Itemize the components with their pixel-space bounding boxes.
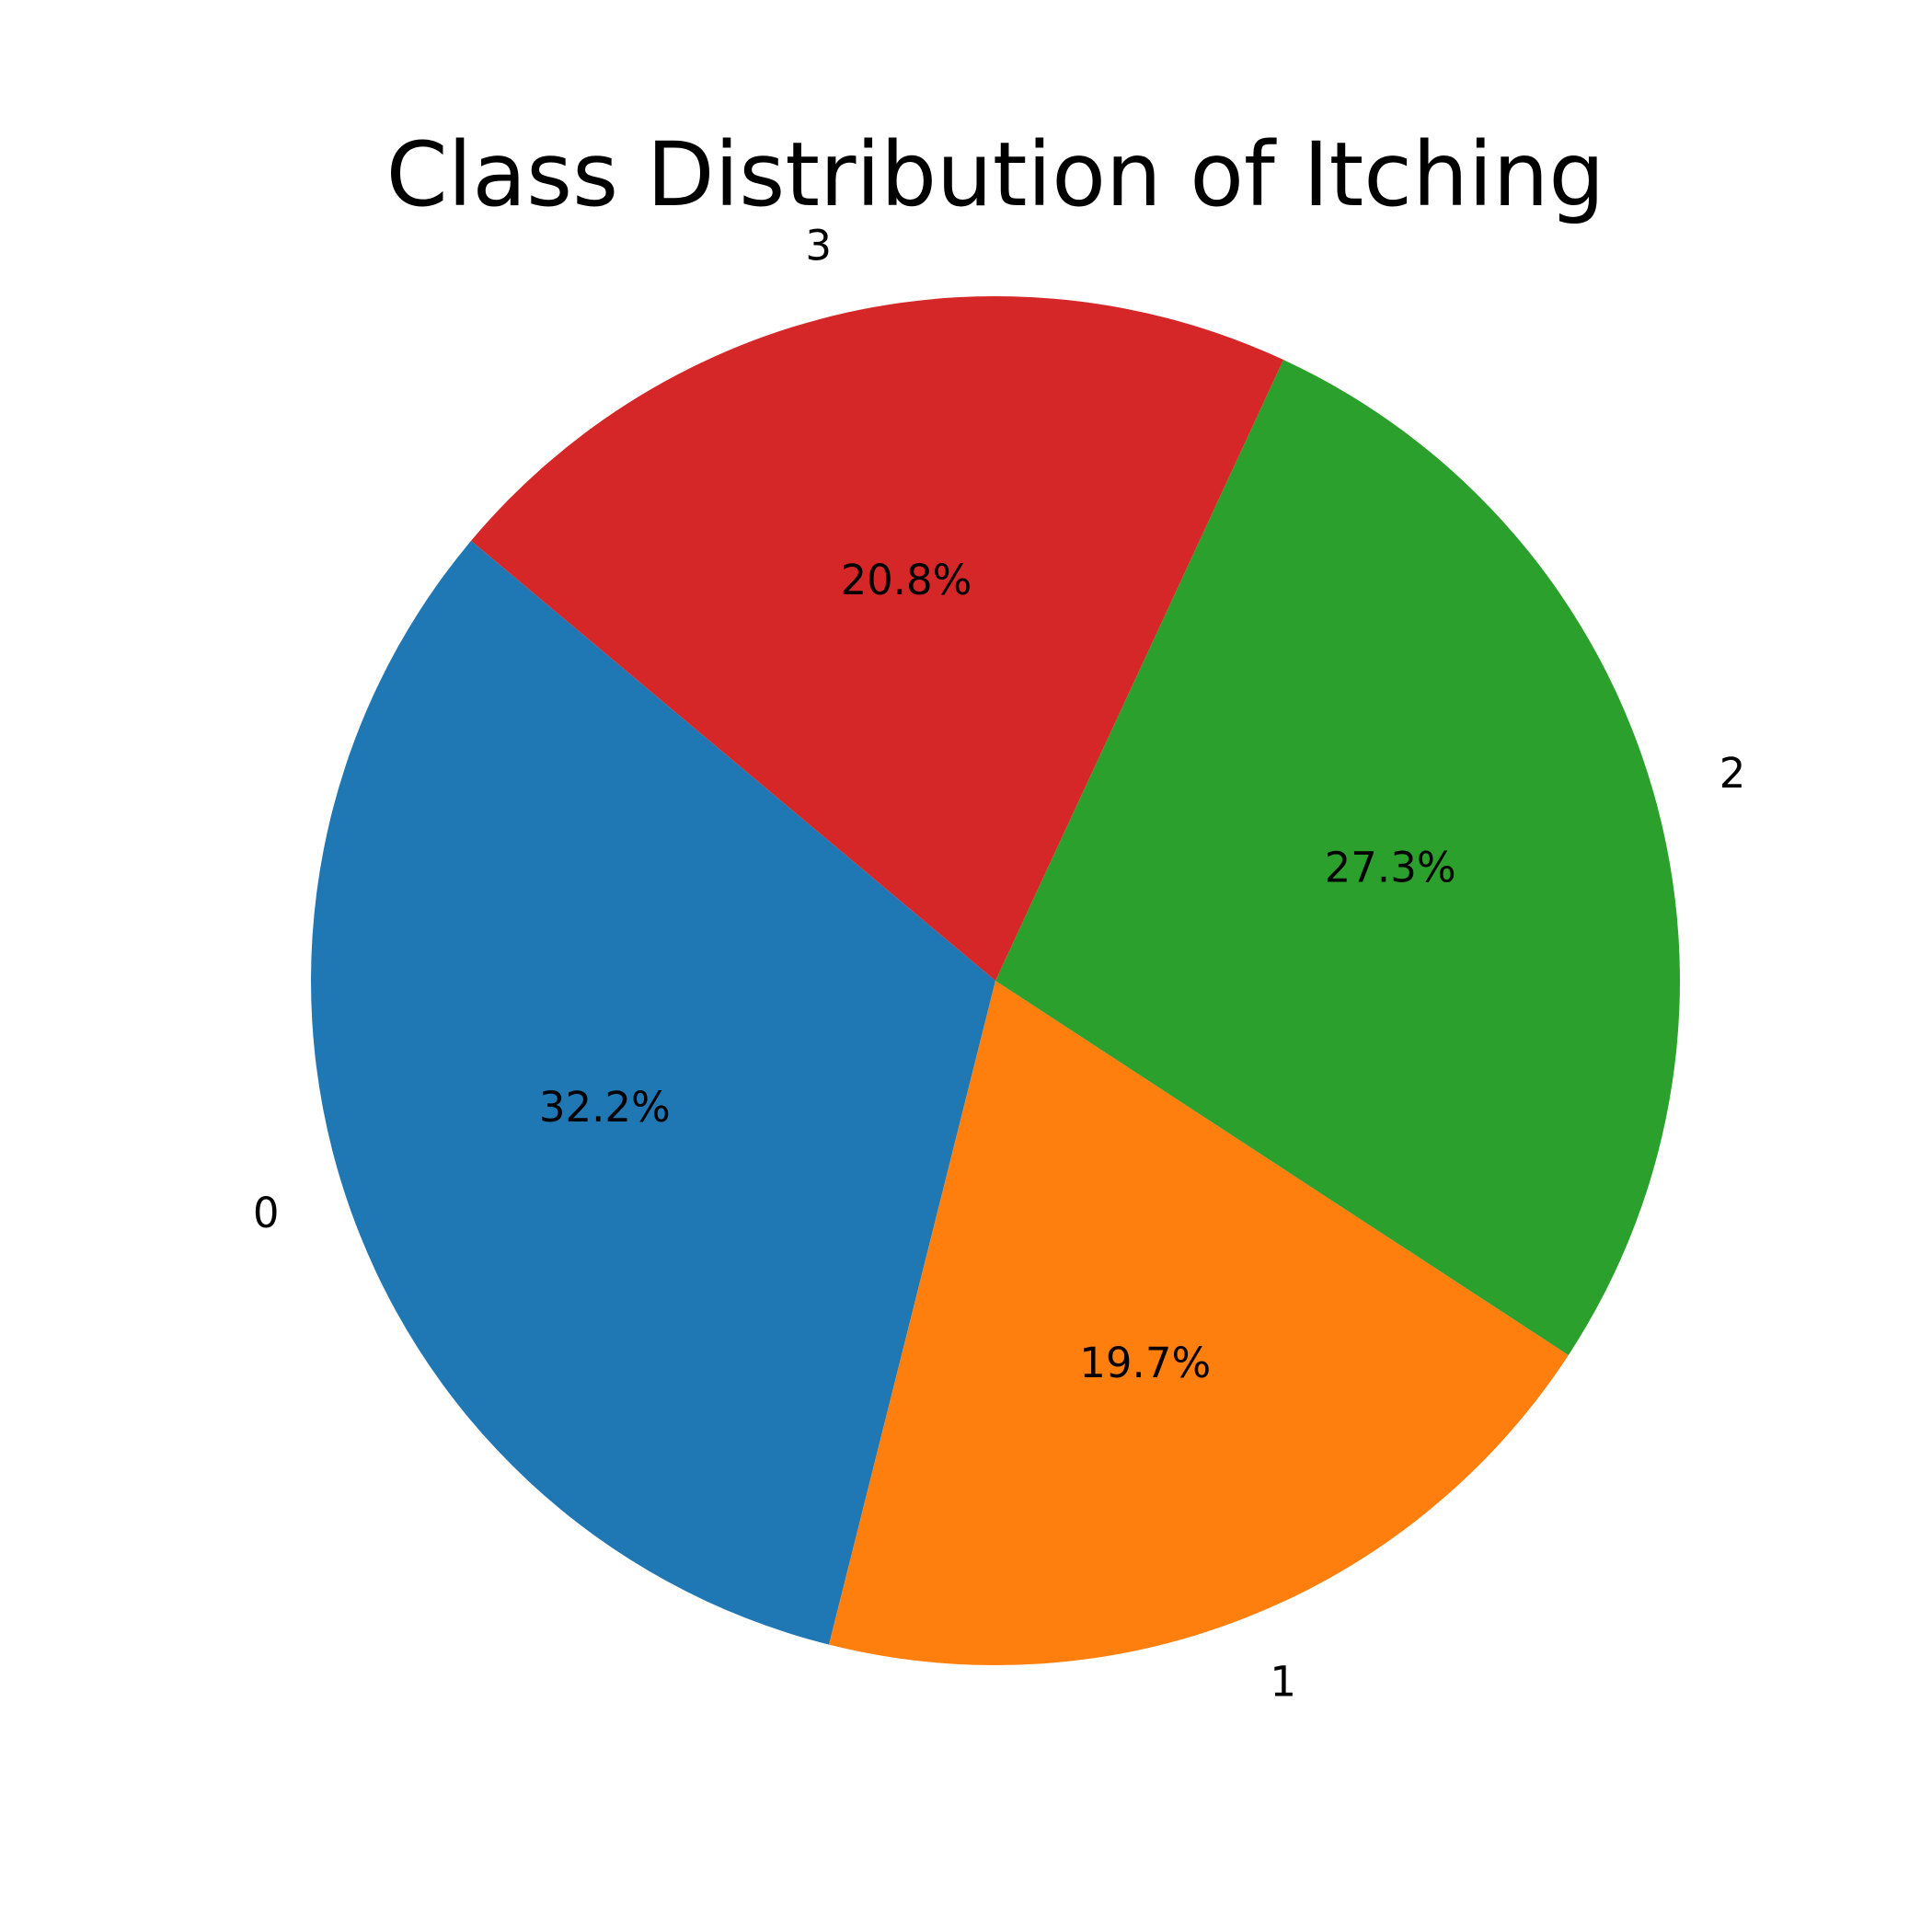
slice-category-label-2: 2 <box>1719 749 1746 798</box>
slice-category-label-3: 3 <box>805 222 832 270</box>
pie-slice-2 <box>995 360 1681 1355</box>
slice-category-label-0: 0 <box>253 1189 280 1237</box>
pie-slices <box>310 295 1681 1666</box>
pie-slice-3 <box>471 295 1284 981</box>
chart-title: Class Distribution of Itching <box>386 123 1605 226</box>
slice-percent-label-2: 27.3% <box>1325 844 1456 892</box>
slice-percent-label-0: 32.2% <box>539 1083 671 1132</box>
pie-labels: 0 32.2% 1 19.7% 2 27.3% 3 20.8% <box>253 222 1746 1707</box>
pie-slice-1 <box>829 981 1569 1666</box>
pie-slice-0 <box>310 540 995 1645</box>
slice-category-label-1: 1 <box>1270 1658 1296 1707</box>
slice-percent-label-1: 19.7% <box>1079 1339 1211 1387</box>
slice-percent-label-3: 20.8% <box>840 556 972 604</box>
